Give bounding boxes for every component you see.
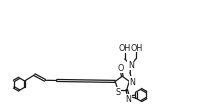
Text: OH: OH [118,44,130,53]
Text: N: N [128,77,134,86]
Text: S: S [115,88,120,97]
Text: N: N [125,94,131,103]
Text: OH: OH [129,43,142,52]
Text: O: O [117,64,124,73]
Text: N: N [127,61,133,70]
